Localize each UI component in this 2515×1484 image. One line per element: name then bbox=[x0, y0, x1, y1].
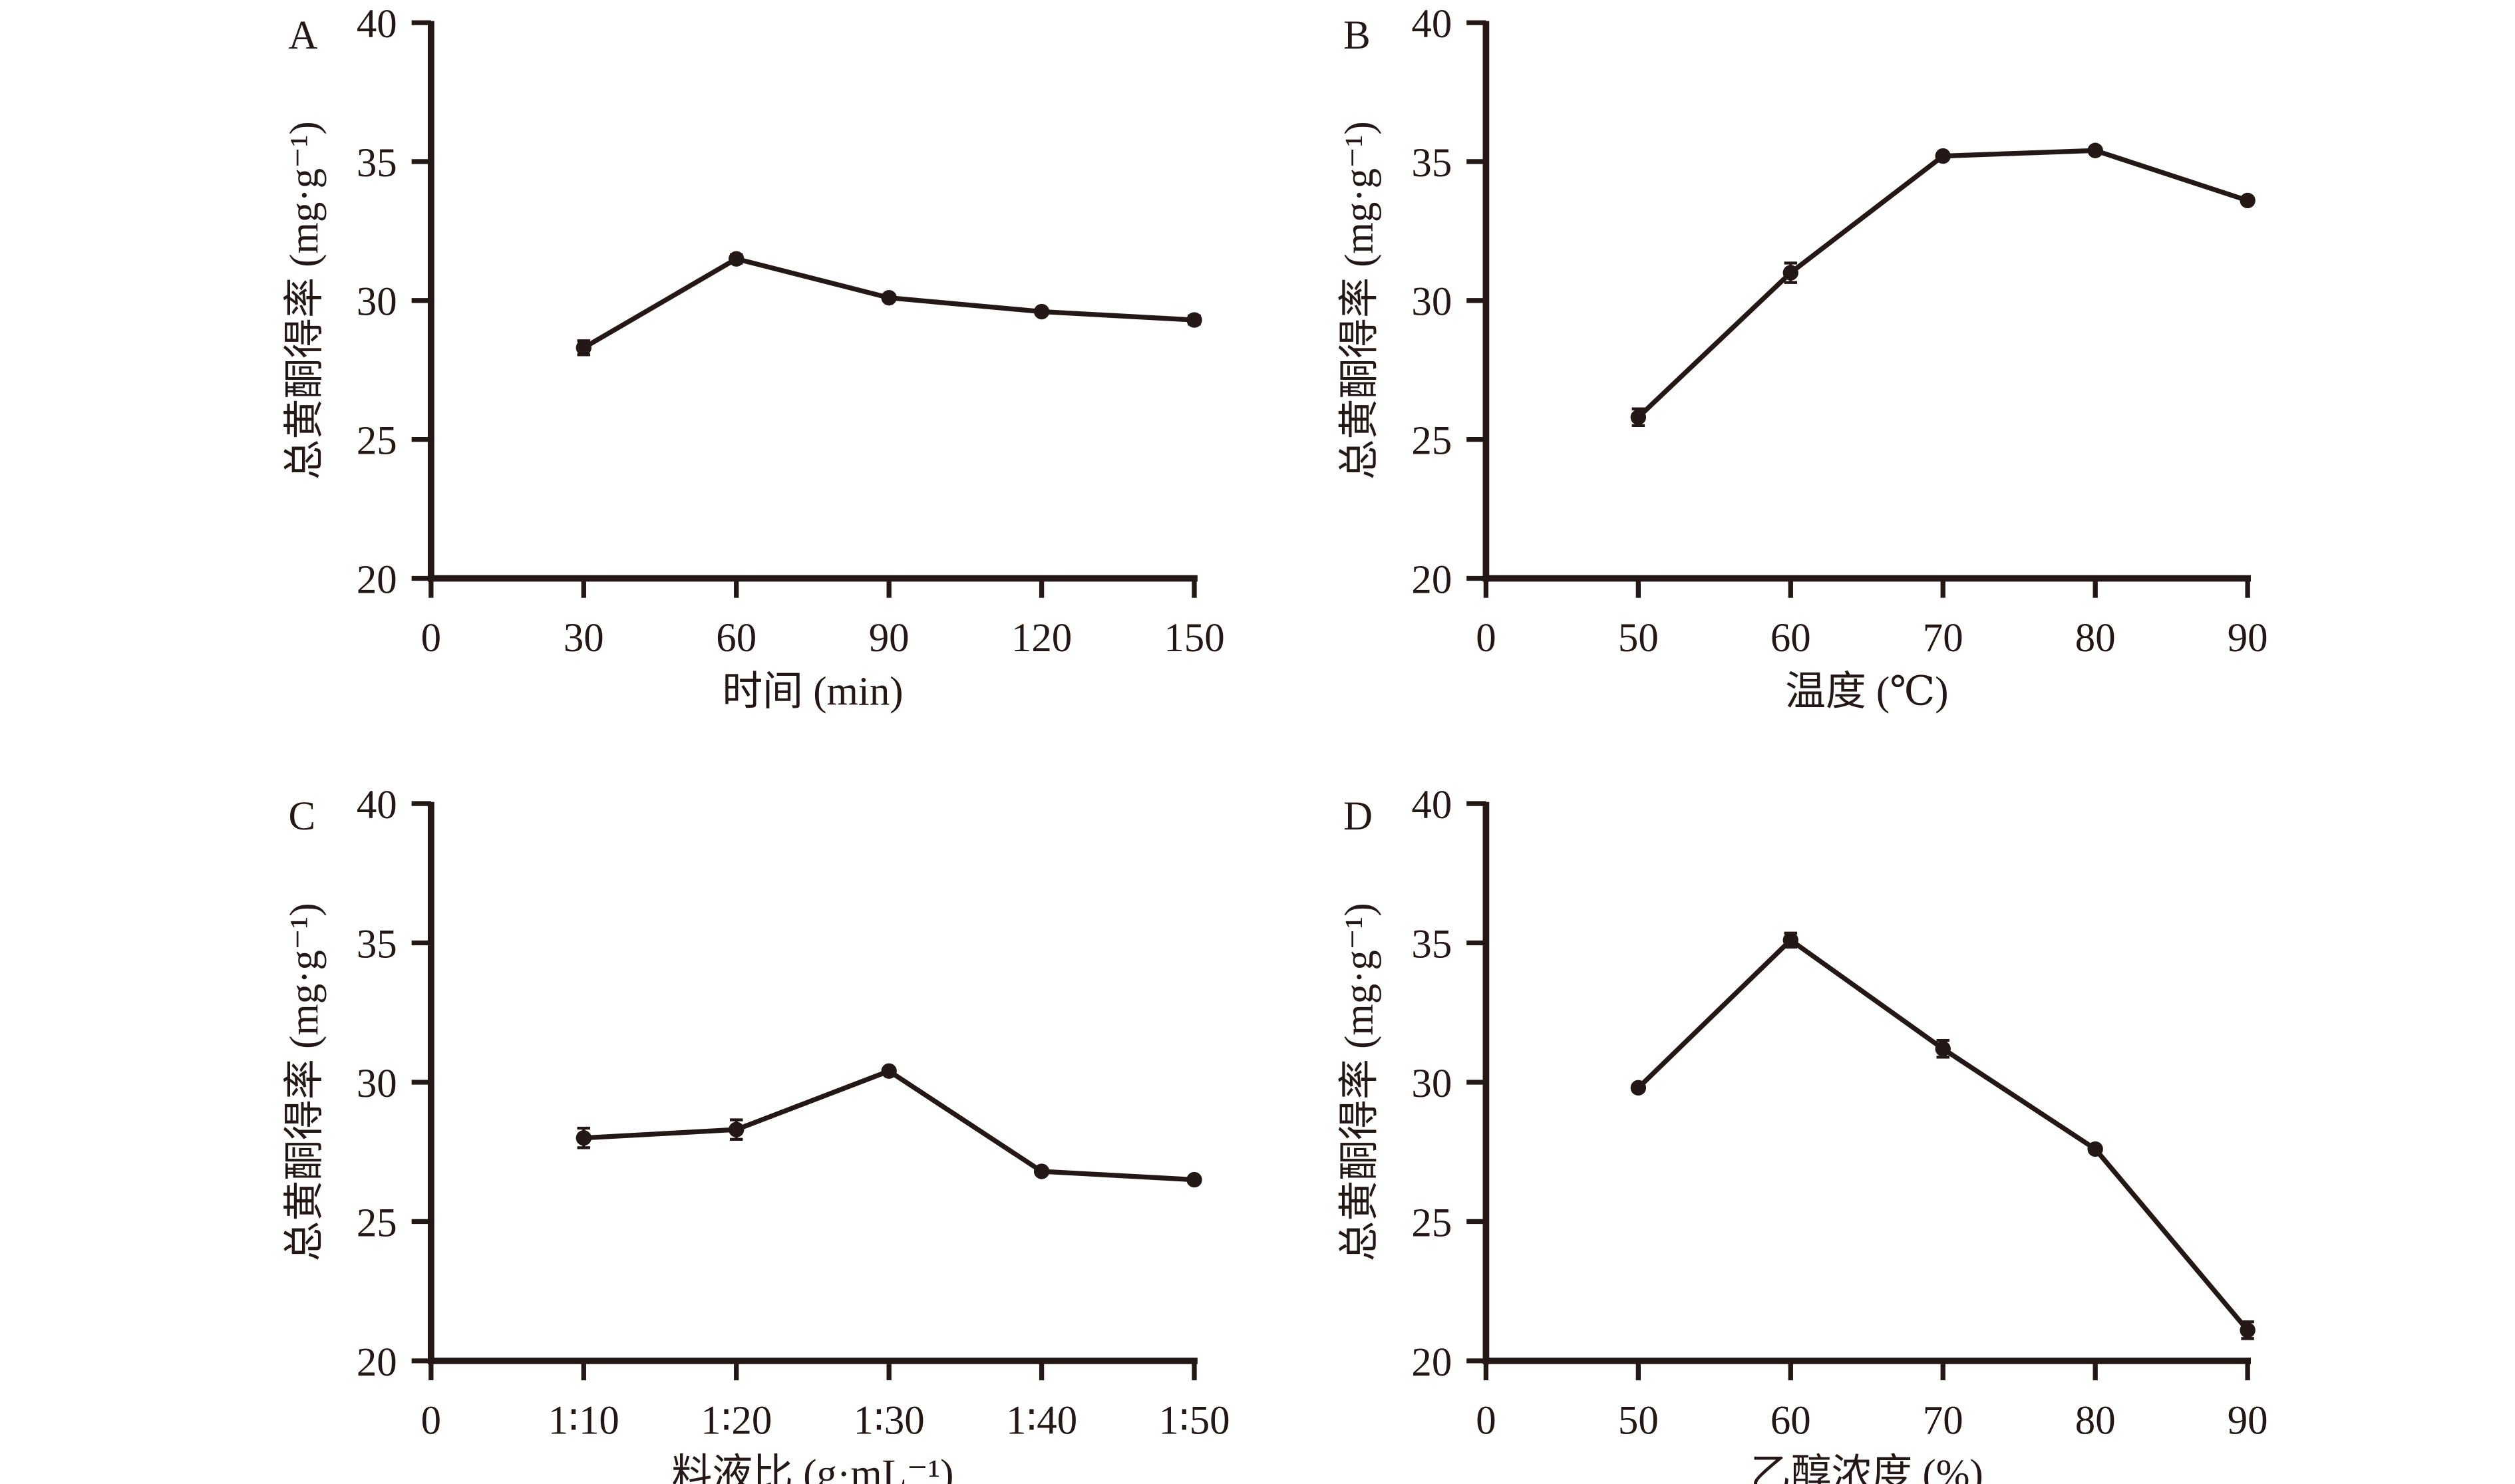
x-tick-label: 0 bbox=[421, 616, 441, 661]
x-tick-label: 1∶30 bbox=[854, 1398, 925, 1443]
panel-d: 20 25 30 35 40 0 50 60 70 80 90 乙醇浓度 (%) 总黄酮得率 (mg·g… bbox=[1337, 783, 2268, 1484]
x-tick-label: 60 bbox=[1770, 1398, 1811, 1443]
y-tick-label: 20 bbox=[357, 557, 397, 602]
x-axis-label: 乙醇浓度 (%) bbox=[1751, 1452, 1983, 1484]
data-point bbox=[881, 1063, 897, 1079]
data-point bbox=[576, 340, 591, 356]
x-tick-label: 70 bbox=[1923, 1398, 1963, 1443]
x-tick-label: 80 bbox=[2075, 616, 2116, 661]
y-tick-label: 35 bbox=[357, 922, 397, 966]
panel-label: A bbox=[289, 13, 318, 58]
x-axis-label: 温度 (℃) bbox=[1785, 669, 1949, 714]
x-tick-label: 90 bbox=[869, 616, 910, 661]
data-point bbox=[1782, 265, 1798, 281]
x-tick-label: 60 bbox=[716, 616, 756, 661]
series-line bbox=[584, 1068, 1195, 1183]
y-tick-label: 25 bbox=[1411, 419, 1452, 464]
y-tick-label: 25 bbox=[357, 1201, 397, 1245]
data-point bbox=[729, 251, 745, 267]
x-tick-label: 80 bbox=[2075, 1398, 2116, 1443]
data-point bbox=[881, 289, 897, 306]
x-axis-label: 时间 (min) bbox=[722, 669, 903, 714]
y-tick-label: 25 bbox=[357, 419, 397, 464]
panel-c: 20 25 30 35 40 0 1∶10 1∶20 1∶30 1∶40 1∶50 料液比 (g·mL… bbox=[282, 783, 1230, 1484]
x-tick-label: 1∶40 bbox=[1006, 1398, 1077, 1443]
panel-label: B bbox=[1343, 13, 1371, 58]
x-tick-label: 1∶10 bbox=[548, 1398, 619, 1443]
x-tick-label: 150 bbox=[1164, 616, 1224, 661]
x-tick-label: 70 bbox=[1923, 616, 1963, 661]
y-tick-label: 40 bbox=[357, 2, 397, 47]
data-point bbox=[576, 1130, 591, 1146]
data-point bbox=[729, 1121, 745, 1137]
x-tick-label: 120 bbox=[1011, 616, 1072, 661]
series-line bbox=[1636, 148, 2249, 419]
data-point bbox=[2087, 142, 2103, 158]
data-point bbox=[1186, 1171, 1202, 1188]
x-tick-label: 30 bbox=[564, 616, 604, 661]
x-axis-label: 料液比 (g·mL⁻¹) bbox=[671, 1452, 953, 1484]
y-tick-label: 30 bbox=[357, 1062, 397, 1106]
y-axis-label: 总黄酮得率 (mg·g⁻¹) bbox=[1337, 903, 1382, 1261]
y-axis-label: 总黄酮得率 (mg·g⁻¹) bbox=[1337, 121, 1382, 480]
y-tick-label: 30 bbox=[1411, 280, 1452, 325]
data-point bbox=[1033, 303, 1050, 320]
y-tick-label: 40 bbox=[1411, 2, 1452, 47]
x-tick-label: 50 bbox=[1618, 616, 1659, 661]
data-point bbox=[2240, 192, 2256, 209]
x-tick-label: 0 bbox=[1476, 616, 1496, 661]
data-point bbox=[2240, 1322, 2256, 1338]
x-tick-label: 50 bbox=[1618, 1398, 1659, 1443]
x-tick-label: 1∶20 bbox=[701, 1398, 772, 1443]
x-tick-label: 1∶50 bbox=[1158, 1398, 1230, 1443]
y-tick-label: 35 bbox=[357, 141, 397, 186]
data-point bbox=[1630, 409, 1647, 425]
y-tick-label: 20 bbox=[1411, 1340, 1452, 1385]
y-tick-label: 40 bbox=[357, 783, 397, 827]
data-point bbox=[1630, 1080, 1647, 1096]
y-tick-label: 35 bbox=[1411, 922, 1452, 966]
y-tick-label: 40 bbox=[1411, 783, 1452, 827]
x-tick-label: 0 bbox=[1476, 1398, 1496, 1443]
y-tick-label: 20 bbox=[1411, 557, 1452, 602]
panel-label: D bbox=[1343, 794, 1373, 839]
panel-a: 20 25 30 35 40 0 30 60 90 120 150 时间 (min) 总黄酮得率 (mg… bbox=[282, 2, 1224, 714]
y-tick-label: 30 bbox=[357, 280, 397, 325]
x-tick-label: 60 bbox=[1770, 616, 1811, 661]
y-tick-label: 25 bbox=[1411, 1201, 1452, 1245]
y-tick-label: 35 bbox=[1411, 141, 1452, 186]
y-tick-label: 30 bbox=[1411, 1062, 1452, 1106]
x-tick-label: 0 bbox=[421, 1398, 441, 1443]
data-point bbox=[2087, 1141, 2103, 1157]
panel-label: C bbox=[289, 794, 316, 839]
data-point bbox=[1186, 312, 1202, 328]
x-tick-label: 90 bbox=[2228, 616, 2268, 661]
y-tick-label: 20 bbox=[357, 1340, 397, 1385]
data-point bbox=[1782, 932, 1798, 949]
x-tick-label: 90 bbox=[2228, 1398, 2268, 1443]
y-axis-label: 总黄酮得率 (mg·g⁻¹) bbox=[282, 121, 327, 480]
series-line bbox=[1636, 937, 2250, 1332]
data-point bbox=[1935, 1041, 1951, 1057]
panel-b: 20 25 30 35 40 0 50 60 70 80 90 温度 (℃) 总黄酮得率 (mg·g⁻¹… bbox=[1337, 2, 2268, 714]
y-axis-label: 总黄酮得率 (mg·g⁻¹) bbox=[282, 903, 327, 1261]
data-point bbox=[1033, 1163, 1050, 1179]
data-point bbox=[1935, 148, 1951, 164]
